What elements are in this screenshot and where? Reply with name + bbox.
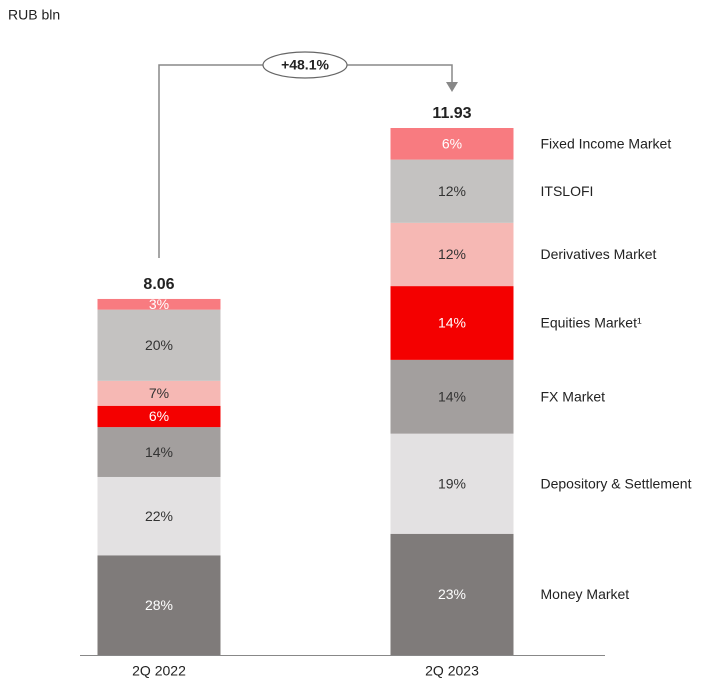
arrow-head — [446, 82, 458, 92]
segment-label: 20% — [145, 337, 173, 353]
segment-label: 3% — [149, 296, 169, 312]
segment-label: 12% — [438, 246, 466, 262]
legend-label: FX Market — [541, 388, 606, 404]
total-label: 11.93 — [432, 105, 471, 122]
segment-label: 14% — [145, 444, 173, 460]
legend-label: Depository & Settlement — [541, 475, 692, 491]
bar-segment — [97, 427, 221, 477]
bar-segment — [390, 533, 514, 655]
segment-label: 22% — [145, 508, 173, 524]
bar-segment — [97, 405, 221, 428]
bar-segment — [390, 159, 514, 223]
segment-label: 28% — [145, 597, 173, 613]
bar-segment — [390, 359, 514, 434]
segment-label: 6% — [442, 136, 462, 152]
legend-label: Money Market — [541, 586, 630, 602]
connector — [158, 64, 453, 258]
bar-segment — [97, 555, 221, 655]
annotation: +48.1% — [281, 57, 329, 73]
legend-label: ITSLOFI — [541, 183, 594, 199]
x-tick-label: 2Q 2022 — [132, 663, 186, 679]
segment-label: 23% — [438, 586, 466, 602]
legend-label: Derivatives Market — [541, 246, 657, 262]
x-tick-label: 2Q 2023 — [425, 663, 479, 679]
segment-label: 6% — [149, 408, 169, 424]
bar-segment — [390, 433, 514, 534]
segment-label: 19% — [438, 475, 466, 491]
total-label: 8.06 — [143, 276, 174, 293]
bar-segment — [97, 476, 221, 556]
segment-label: 14% — [438, 315, 466, 331]
bar-segment — [390, 286, 514, 360]
bar-segment — [97, 298, 221, 310]
segment-label: 12% — [438, 183, 466, 199]
segment-label: 14% — [438, 388, 466, 404]
bar-segment — [97, 380, 221, 406]
legend-label: Equities Market¹ — [541, 315, 642, 331]
segment-label: 7% — [149, 385, 169, 401]
bar-segment — [97, 309, 221, 381]
bar-segment — [390, 128, 514, 160]
bar-segment — [390, 222, 514, 287]
legend-label: Fixed Income Market — [541, 136, 672, 152]
annotation-oval — [262, 51, 348, 79]
unit-label: RUB bln — [8, 7, 60, 23]
